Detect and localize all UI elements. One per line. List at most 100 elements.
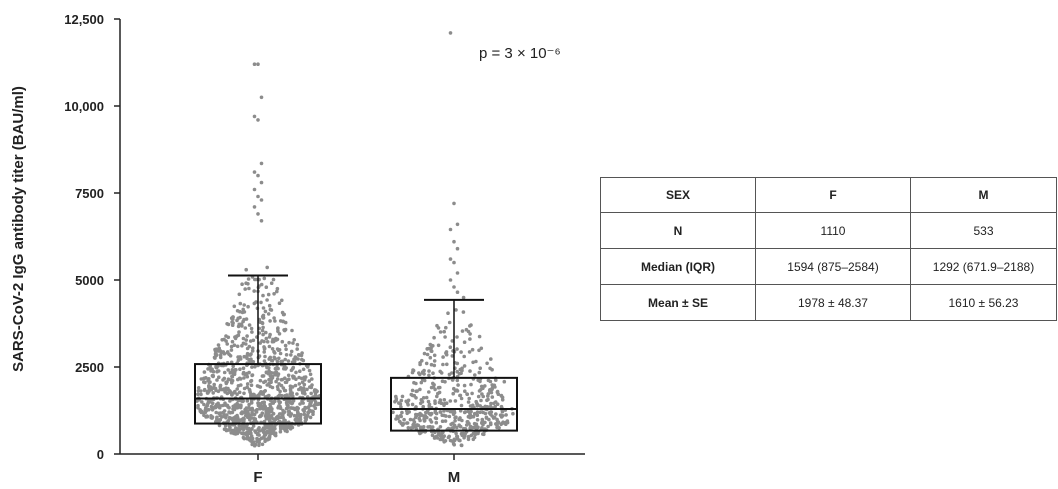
data-point — [280, 339, 285, 344]
data-point — [293, 407, 297, 412]
data-point — [290, 385, 295, 389]
data-point — [232, 304, 237, 309]
data-point — [394, 398, 399, 403]
data-point — [426, 399, 431, 404]
data-point — [459, 371, 463, 376]
data-point — [279, 383, 284, 388]
data-point — [280, 298, 284, 303]
data-point — [254, 410, 259, 414]
data-point — [206, 402, 210, 406]
data-point — [241, 431, 245, 435]
data-point — [263, 432, 268, 437]
data-point — [443, 335, 447, 339]
data-point — [229, 348, 234, 352]
data-point — [285, 393, 289, 397]
data-point — [307, 379, 312, 383]
data-point — [278, 429, 283, 434]
data-point — [455, 378, 460, 383]
data-point — [237, 292, 242, 297]
data-point — [288, 427, 293, 431]
data-point — [461, 295, 466, 300]
data-point — [236, 324, 241, 329]
data-point — [445, 362, 449, 367]
data-point — [229, 344, 234, 349]
data-point — [466, 329, 471, 334]
data-point — [494, 412, 498, 416]
data-point — [231, 317, 235, 321]
data-point — [250, 442, 254, 447]
data-point — [267, 344, 272, 349]
data-point — [399, 398, 404, 403]
data-point — [410, 388, 415, 393]
data-point — [289, 412, 294, 416]
data-point — [497, 426, 501, 430]
data-point — [436, 326, 441, 330]
data-point — [286, 405, 290, 410]
summary-table: SEX F M N 1110 533 Median (IQR) 1594 (87… — [600, 177, 1057, 321]
data-point — [283, 380, 288, 385]
data-point — [499, 404, 504, 409]
data-point — [458, 416, 462, 420]
data-point — [474, 432, 478, 436]
data-point — [241, 307, 245, 312]
data-point — [461, 310, 466, 314]
data-point — [233, 368, 237, 372]
data-point — [277, 301, 282, 306]
data-point — [227, 406, 231, 410]
data-point — [406, 426, 411, 430]
data-point — [264, 330, 268, 335]
data-point — [229, 416, 233, 421]
data-point — [431, 371, 435, 376]
data-point — [247, 370, 251, 375]
data-point — [266, 430, 271, 435]
data-point — [250, 349, 255, 353]
data-point — [200, 409, 204, 414]
data-point — [249, 427, 253, 432]
data-point — [447, 320, 452, 325]
data-point — [199, 392, 203, 397]
data-point — [309, 399, 314, 403]
data-point — [495, 420, 500, 425]
data-point — [424, 395, 429, 400]
data-point — [275, 289, 279, 294]
data-point — [247, 286, 251, 291]
outlier-point — [259, 161, 264, 166]
data-point — [414, 396, 418, 400]
data-point — [267, 381, 271, 386]
data-point — [265, 340, 270, 344]
data-point — [297, 387, 301, 392]
data-point — [263, 414, 268, 418]
data-point — [254, 430, 258, 435]
data-point — [253, 394, 258, 399]
data-point — [278, 424, 283, 429]
data-point — [215, 369, 219, 374]
data-point — [400, 410, 404, 415]
data-point — [442, 403, 446, 408]
data-point — [267, 393, 271, 398]
data-point — [471, 414, 476, 419]
data-point — [256, 401, 261, 406]
outlier-point — [256, 194, 260, 199]
table-row-label: Median (IQR) — [600, 248, 756, 285]
data-point — [235, 427, 240, 431]
data-point — [210, 401, 215, 406]
data-point — [427, 390, 431, 394]
data-point — [230, 428, 234, 433]
outlier-point — [256, 118, 260, 122]
data-point — [248, 414, 252, 418]
data-point — [252, 301, 257, 306]
data-point — [289, 368, 294, 373]
data-point — [410, 402, 415, 407]
data-point — [442, 434, 447, 438]
data-point — [486, 424, 490, 429]
data-point — [253, 364, 257, 369]
data-point — [245, 399, 250, 403]
data-point — [427, 404, 432, 408]
data-point — [237, 390, 242, 395]
data-point — [475, 410, 480, 414]
data-point — [270, 347, 275, 351]
data-point — [306, 405, 311, 410]
data-point — [286, 412, 291, 417]
data-point — [434, 420, 439, 425]
data-point — [277, 404, 281, 408]
